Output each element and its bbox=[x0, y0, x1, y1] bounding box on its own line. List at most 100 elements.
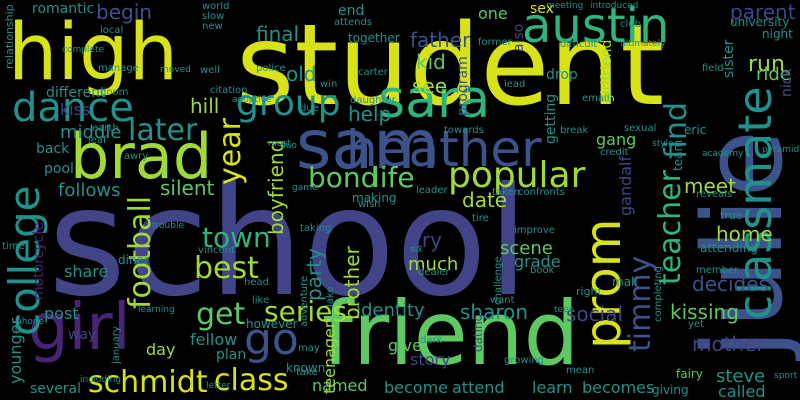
word-reveals: reveals bbox=[696, 189, 733, 200]
word-growing: growing bbox=[504, 355, 544, 366]
word-mother: mother bbox=[692, 332, 765, 356]
word-break: break bbox=[560, 125, 589, 136]
word-leaf: leaf bbox=[88, 135, 107, 146]
word-become: become bbox=[384, 378, 449, 397]
word-right: right bbox=[576, 285, 602, 298]
word-old: old bbox=[286, 62, 317, 86]
word-manage: manage bbox=[98, 63, 139, 74]
word-style: style bbox=[652, 139, 674, 149]
word-sharon: sharon bbox=[460, 300, 529, 324]
word-doom: doom bbox=[100, 87, 129, 98]
word-end: end bbox=[338, 3, 365, 19]
word-pool: pool bbox=[44, 161, 74, 177]
word-book: book bbox=[530, 265, 555, 276]
word-university: university bbox=[730, 15, 790, 29]
word-popular: popular bbox=[448, 155, 586, 196]
word-eric: eric bbox=[684, 123, 707, 137]
word-kissing: kissing bbox=[670, 300, 739, 324]
word-must: must bbox=[268, 139, 291, 149]
word-teen: teen bbox=[554, 305, 575, 315]
word-group: group bbox=[236, 83, 341, 124]
word-town: town bbox=[202, 221, 271, 254]
word-getting: getting bbox=[543, 93, 559, 144]
word-want: want bbox=[490, 295, 515, 306]
word-introduced: introduced bbox=[590, 1, 639, 11]
word-heather: heather bbox=[346, 120, 542, 178]
word-help: help bbox=[348, 102, 392, 126]
word-nick: nick bbox=[779, 68, 795, 97]
word-new: new bbox=[202, 21, 223, 32]
word-go: go bbox=[244, 314, 299, 365]
word-kiss: kiss bbox=[60, 100, 91, 119]
word-high: high bbox=[8, 8, 179, 98]
word-world: world bbox=[202, 1, 230, 12]
word-social: social bbox=[566, 302, 624, 326]
word-january: january bbox=[111, 326, 122, 364]
word-time: time bbox=[2, 241, 25, 252]
word-parent: parent bbox=[730, 0, 796, 24]
word-head: head bbox=[244, 277, 269, 288]
word-year: year bbox=[213, 118, 248, 185]
word-take: take bbox=[296, 367, 318, 378]
word-club: club bbox=[620, 19, 641, 30]
word-lake: lake bbox=[325, 286, 336, 308]
word-mall: mall bbox=[612, 275, 638, 289]
word-boyfriend: boyfriend bbox=[264, 139, 288, 235]
word-taking: taking bbox=[300, 223, 332, 234]
word-vincent: vincent bbox=[198, 245, 235, 256]
word-story: story bbox=[410, 350, 451, 369]
word-however: however bbox=[246, 317, 298, 331]
word-ultimately: ultimately bbox=[620, 39, 666, 49]
word-attends: attends bbox=[334, 17, 373, 28]
word-earth: earth bbox=[92, 123, 119, 134]
word-phone: phone bbox=[16, 317, 45, 327]
word-gandalf: gandalf bbox=[616, 155, 635, 216]
word-well: well bbox=[200, 65, 220, 76]
word-final: final bbox=[256, 22, 300, 46]
word-schmidt: schmidt bbox=[88, 365, 208, 400]
word-dealer: dealer bbox=[418, 267, 450, 278]
word-known: known bbox=[286, 361, 326, 375]
word-learn: learn bbox=[532, 378, 573, 397]
word-steve: steve bbox=[716, 366, 766, 387]
word-complete: complete bbox=[62, 45, 105, 55]
word-academy: academy bbox=[702, 149, 744, 159]
word-sex: sex bbox=[530, 1, 554, 17]
word-tire: tire bbox=[472, 213, 489, 224]
word-hill: hill bbox=[190, 94, 220, 118]
word-see: see bbox=[412, 74, 448, 98]
word-girl: girl bbox=[28, 291, 131, 365]
word-police: police bbox=[256, 63, 286, 74]
word-six: six bbox=[410, 245, 423, 255]
word-like: like bbox=[252, 295, 270, 306]
word-brother: brother bbox=[340, 246, 364, 320]
word-gang: gang bbox=[596, 130, 637, 149]
word-ride: ride bbox=[756, 64, 791, 85]
word-fairy: fairy bbox=[676, 367, 703, 381]
word-called: called bbox=[718, 382, 766, 400]
word-improve: improve bbox=[514, 225, 555, 236]
word-run: run bbox=[748, 52, 785, 77]
word-difficult: difficult bbox=[560, 39, 598, 50]
word-sara: sara bbox=[378, 70, 491, 130]
word-lead: lead bbox=[504, 79, 526, 90]
word-trouble: trouble bbox=[152, 221, 184, 231]
word-former: former bbox=[478, 37, 512, 48]
word-leader: leader bbox=[416, 185, 448, 196]
word-begin: begin bbox=[96, 0, 152, 24]
word-adventure: adventure bbox=[299, 275, 310, 327]
word-kid: kid bbox=[416, 50, 446, 74]
word-pyramid: pyramid bbox=[762, 145, 800, 155]
word-decides: decides bbox=[692, 272, 769, 296]
word-get: get bbox=[196, 297, 246, 332]
word-game: game bbox=[292, 183, 318, 193]
word-adoptive: adoptive bbox=[232, 95, 272, 105]
word-bond: bond bbox=[308, 161, 379, 194]
word-becomes: becomes bbox=[582, 378, 655, 397]
word-may: may bbox=[298, 343, 320, 354]
word-best: best bbox=[194, 251, 259, 286]
word-home: home bbox=[716, 222, 773, 246]
word-yet: yet bbox=[688, 319, 704, 330]
word-learning: learning bbox=[138, 305, 175, 315]
word-slow: slow bbox=[202, 11, 225, 22]
